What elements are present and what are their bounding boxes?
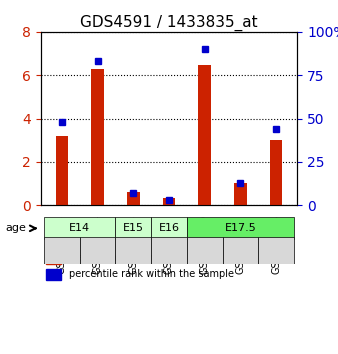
Bar — [198, 65, 211, 205]
Bar — [46, 253, 61, 264]
Bar — [46, 269, 61, 280]
Bar — [56, 136, 68, 205]
Text: age: age — [5, 223, 26, 233]
FancyBboxPatch shape — [258, 237, 294, 264]
FancyBboxPatch shape — [116, 237, 151, 264]
Text: E14: E14 — [69, 223, 90, 233]
Bar — [270, 140, 282, 205]
FancyBboxPatch shape — [222, 237, 258, 264]
Title: GDS4591 / 1433835_at: GDS4591 / 1433835_at — [80, 14, 258, 30]
FancyBboxPatch shape — [44, 237, 80, 264]
Text: transformed count: transformed count — [69, 253, 160, 263]
Text: E16: E16 — [159, 223, 179, 233]
Bar — [234, 183, 247, 205]
FancyBboxPatch shape — [151, 217, 187, 240]
FancyBboxPatch shape — [151, 237, 187, 264]
FancyBboxPatch shape — [187, 217, 294, 240]
Bar — [127, 192, 140, 205]
FancyBboxPatch shape — [187, 237, 222, 264]
FancyBboxPatch shape — [80, 237, 116, 264]
Bar — [163, 198, 175, 205]
Text: E15: E15 — [123, 223, 144, 233]
FancyBboxPatch shape — [44, 217, 116, 240]
Text: E17.5: E17.5 — [224, 223, 256, 233]
Text: percentile rank within the sample: percentile rank within the sample — [69, 269, 234, 279]
Bar — [91, 69, 104, 205]
FancyBboxPatch shape — [116, 217, 151, 240]
